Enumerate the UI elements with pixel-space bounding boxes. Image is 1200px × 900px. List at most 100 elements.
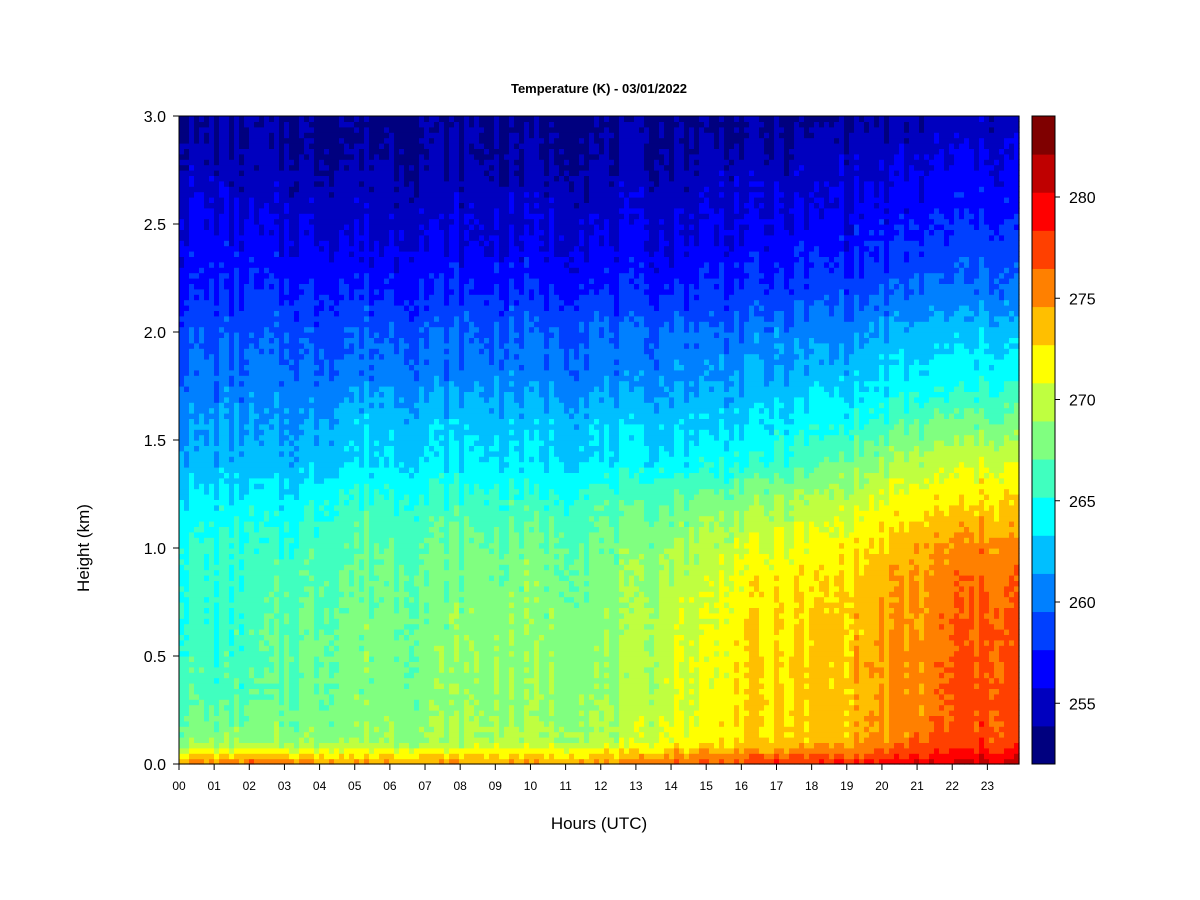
heatmap-cell [259,278,265,284]
heatmap-cell [219,138,225,144]
heatmap-cell [224,154,230,160]
heatmap-cell [339,213,345,219]
heatmap-cell [314,121,320,127]
heatmap-cell [209,462,215,468]
heatmap-cell [259,715,265,721]
heatmap-cell [259,408,265,414]
heatmap-cell [339,715,345,721]
heatmap-cell [379,537,385,543]
heatmap-cell [314,310,320,316]
heatmap-cell [244,462,250,468]
heatmap-cell [264,256,270,262]
heatmap-cell [334,240,340,246]
heatmap-cell [374,305,380,311]
heatmap-cell [199,429,205,435]
heatmap-cell [309,721,315,727]
heatmap-cell [354,224,360,230]
heatmap-cell [239,321,245,327]
heatmap-cell [234,553,240,559]
heatmap-cell [369,559,375,565]
heatmap-cell [254,192,260,198]
heatmap-cell [379,699,385,705]
heatmap-cell [354,505,360,511]
heatmap-cell [264,532,270,538]
heatmap-cell [204,705,210,711]
heatmap-cell [259,575,265,581]
heatmap-cell [184,364,190,370]
heatmap-cell [354,559,360,565]
heatmap-cell [344,213,350,219]
heatmap-cell [324,732,330,738]
heatmap-cell [179,575,185,581]
heatmap-cell [239,278,245,284]
heatmap-cell [329,640,335,646]
heatmap-cell [359,699,365,705]
heatmap-cell [334,559,340,565]
heatmap-cell [374,337,380,343]
heatmap-cell [379,267,385,273]
heatmap-cell [239,170,245,176]
heatmap-cell [374,364,380,370]
heatmap-cell [234,289,240,295]
heatmap-cell [304,375,310,381]
heatmap-cell [334,521,340,527]
heatmap-cell [189,273,195,279]
heatmap-cell [224,580,230,586]
heatmap-cell [354,683,360,689]
heatmap-cell [194,224,200,230]
heatmap-cell [259,337,265,343]
heatmap-cell [379,435,385,441]
heatmap-cell [249,429,255,435]
heatmap-cell [304,667,310,673]
heatmap-cell [184,381,190,387]
heatmap-cell [249,408,255,414]
heatmap-cell [309,683,315,689]
heatmap-cell [304,381,310,387]
heatmap-cell [284,489,290,495]
heatmap-cell [269,629,275,635]
heatmap-cell [299,343,305,349]
heatmap-cell [359,402,365,408]
heatmap-cell [354,526,360,532]
heatmap-cell [274,283,280,289]
heatmap-cell [259,742,265,748]
heatmap-cell [369,494,375,500]
heatmap-cell [299,748,305,754]
heatmap-cell [359,418,365,424]
heatmap-cell [199,489,205,495]
heatmap-cell [239,327,245,333]
heatmap-cell [209,267,215,273]
heatmap-cell [369,597,375,603]
heatmap-cell [219,737,225,743]
heatmap-cell [194,516,200,522]
heatmap-cell [274,699,280,705]
heatmap-cell [369,175,375,181]
heatmap-cell [329,354,335,360]
heatmap-cell [344,251,350,257]
heatmap-cell [324,505,330,511]
heatmap-cell [299,656,305,662]
heatmap-cell [189,229,195,235]
heatmap-cell [354,607,360,613]
heatmap-cell [209,661,215,667]
heatmap-cell [309,332,315,338]
heatmap-cell [214,219,220,225]
heatmap-cell [384,753,390,759]
heatmap-cell [379,629,385,635]
heatmap-cell [329,710,335,716]
heatmap-cell [284,121,290,127]
heatmap-cell [304,165,310,171]
heatmap-cell [264,629,270,635]
heatmap-cell [379,300,385,306]
heatmap-cell [234,294,240,300]
heatmap-cell [364,213,370,219]
heatmap-cell [349,321,355,327]
heatmap-cell [324,278,330,284]
heatmap-cell [244,521,250,527]
heatmap-cell [199,359,205,365]
heatmap-cell [309,229,315,235]
heatmap-cell [249,267,255,273]
heatmap-cell [384,737,390,743]
heatmap-cell [274,521,280,527]
heatmap-cell [194,586,200,592]
